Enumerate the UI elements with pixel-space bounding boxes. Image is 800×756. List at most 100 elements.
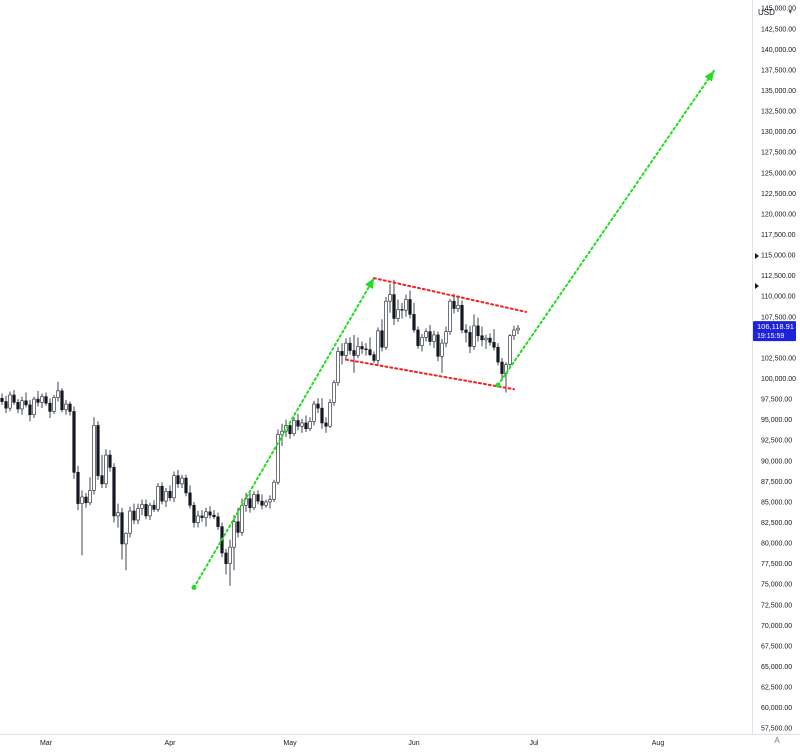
candle bbox=[448, 298, 452, 335]
candle bbox=[88, 477, 92, 506]
currency-selector[interactable]: USD ▾ bbox=[755, 4, 795, 20]
candle-body bbox=[132, 510, 136, 521]
candle bbox=[460, 300, 464, 334]
candle-body bbox=[288, 425, 292, 434]
candle-body bbox=[308, 421, 312, 430]
candle-body bbox=[324, 422, 328, 427]
price-tick-label: 72,500.00 bbox=[761, 602, 792, 609]
currency-label: USD bbox=[758, 7, 775, 17]
candle bbox=[160, 482, 164, 505]
arrow-head-icon bbox=[365, 278, 374, 290]
candle bbox=[476, 317, 480, 342]
candle-body bbox=[160, 486, 164, 502]
candle bbox=[368, 337, 372, 357]
candle-body bbox=[0, 397, 4, 402]
candle-body bbox=[112, 467, 116, 517]
price-tick-label: 130,000.00 bbox=[761, 129, 796, 136]
candle-body bbox=[264, 501, 268, 506]
candle-body bbox=[340, 351, 344, 356]
candle-body bbox=[460, 304, 464, 331]
candle-body bbox=[428, 331, 432, 342]
alert-marker-lower[interactable] bbox=[755, 283, 759, 289]
candle bbox=[376, 327, 380, 365]
candle bbox=[360, 341, 364, 354]
candle-body bbox=[292, 420, 296, 434]
candle-body bbox=[64, 403, 68, 411]
last-price-label: 106,118.91 bbox=[757, 322, 794, 331]
candle bbox=[56, 381, 60, 402]
price-tick-label: 60,000.00 bbox=[761, 705, 792, 712]
candle-body bbox=[476, 325, 480, 337]
time-tick-label: Jul bbox=[530, 740, 539, 747]
trend-arrow-2[interactable] bbox=[497, 69, 715, 387]
time-axis[interactable]: Mar Apr May Jun Jul Aug bbox=[40, 740, 664, 747]
candle bbox=[212, 510, 216, 520]
channel-lower-line[interactable] bbox=[345, 358, 515, 391]
candle-body bbox=[196, 515, 200, 523]
candle-body bbox=[48, 402, 52, 412]
candle bbox=[12, 390, 16, 405]
candle-body bbox=[404, 299, 408, 311]
candle-body bbox=[516, 327, 520, 331]
price-tick-label: 107,500.00 bbox=[761, 314, 796, 321]
trend-arrow-1[interactable] bbox=[193, 277, 375, 589]
candle bbox=[332, 380, 336, 406]
candle-body bbox=[456, 304, 460, 309]
anchor-dot[interactable] bbox=[495, 382, 501, 388]
candle-body bbox=[508, 335, 512, 365]
candle-body bbox=[152, 504, 156, 510]
candle-body bbox=[332, 382, 336, 403]
anchor-dot[interactable] bbox=[191, 585, 197, 591]
candle-body bbox=[192, 504, 196, 523]
candle-body bbox=[148, 504, 152, 517]
price-tick-label: 120,000.00 bbox=[761, 211, 796, 218]
candle-body bbox=[392, 294, 396, 319]
candle-body bbox=[164, 490, 168, 502]
price-axis[interactable]: 57,500.00 60,000.00 62,500.00 65,000.00 67,5… bbox=[761, 6, 796, 733]
candle-body bbox=[276, 434, 280, 483]
candle-body bbox=[184, 477, 188, 494]
price-tick-label: 110,000.00 bbox=[761, 294, 796, 301]
time-tick-label: Jun bbox=[408, 740, 419, 747]
candle bbox=[44, 392, 48, 406]
candle bbox=[0, 393, 4, 405]
candle-body bbox=[52, 397, 56, 412]
candle bbox=[120, 507, 124, 560]
candle bbox=[4, 395, 8, 414]
candle bbox=[156, 483, 160, 512]
candle-body bbox=[500, 361, 504, 374]
candle-body bbox=[96, 425, 100, 476]
auto-scale-button[interactable]: A bbox=[774, 736, 780, 745]
candle-body bbox=[260, 500, 264, 506]
price-tick-label: 95,000.00 bbox=[761, 417, 792, 424]
candle-body bbox=[176, 475, 180, 485]
channel-upper-line[interactable] bbox=[373, 277, 527, 313]
candle bbox=[256, 490, 260, 505]
candle bbox=[28, 399, 32, 422]
candle-body bbox=[104, 454, 108, 485]
candle-body bbox=[440, 342, 444, 357]
candle-body bbox=[88, 490, 92, 504]
candle bbox=[308, 417, 312, 432]
alert-marker-upper[interactable] bbox=[755, 253, 759, 259]
candle bbox=[500, 357, 504, 381]
candle-body bbox=[492, 342, 496, 348]
candle bbox=[116, 503, 120, 528]
candle-body bbox=[348, 342, 352, 351]
candle bbox=[108, 450, 112, 472]
candle bbox=[388, 283, 392, 313]
candle-body bbox=[204, 511, 208, 518]
candle-body bbox=[4, 401, 8, 409]
candle-body bbox=[44, 396, 48, 404]
candle-body bbox=[128, 510, 132, 534]
time-tick-label: Mar bbox=[40, 740, 53, 747]
candle bbox=[176, 469, 180, 488]
candle-body bbox=[356, 346, 360, 356]
candle bbox=[144, 499, 148, 520]
candle-body bbox=[424, 331, 428, 338]
candle-body bbox=[416, 329, 420, 346]
candle-body bbox=[372, 354, 376, 361]
candle-body bbox=[12, 394, 16, 403]
